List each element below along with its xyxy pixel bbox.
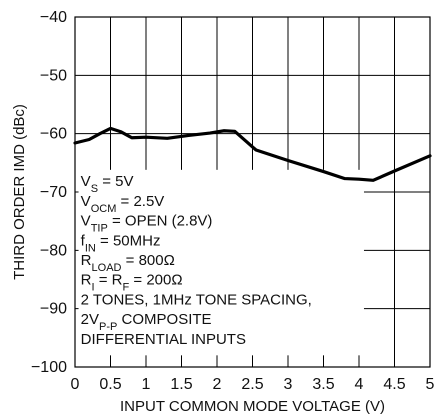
annotation-line-2: VOCM = 2.5V [81, 193, 165, 215]
label-layer: 0 0.5 1 1.5 2 2.5 3 3.5 4 4.5 5 −40 −50 −60 −70 −80 −90 −… [11, 9, 435, 415]
x-tick-label-1: 0.5 [99, 376, 121, 393]
annotation-line-6: RI = RF = 200Ω [81, 272, 183, 294]
annotation-line-4: fIN = 50MHz [81, 232, 161, 254]
x-tick-label-10: 5 [426, 376, 435, 393]
series-line [73, 126, 432, 182]
axis-layer [74, 16, 431, 368]
x-axis-title: INPUT COMMON MODE VOLTAGE (V) [120, 398, 385, 415]
series-layer [73, 126, 432, 182]
y-tick-label-2: −60 [40, 126, 67, 143]
x-tick-label-3: 1.5 [170, 376, 192, 393]
x-tick-label-4: 2 [213, 376, 222, 393]
x-tick-label-8: 4 [355, 376, 364, 393]
y-tick-label-0: −40 [40, 9, 67, 26]
y-tick-label-1: −50 [40, 67, 67, 84]
y-tick-label-4: −80 [40, 242, 67, 259]
annotation-layer: VS = 5V VOCM = 2.5V VTIP = OPEN (2.8V) f… [78, 169, 364, 356]
annotation-line-5: RLOAD = 800Ω [81, 252, 175, 274]
annotation-line-3: VTIP = OPEN (2.8V) [81, 213, 213, 235]
x-tick-label-5: 2.5 [241, 376, 263, 393]
x-tick-label-2: 1 [142, 376, 151, 393]
x-tick-label-9: 4.5 [383, 376, 405, 393]
annotation-line-8: 2VP-P COMPOSITE [81, 311, 212, 333]
x-tick-label-7: 3.5 [312, 376, 334, 393]
y-tick-label-5: −90 [40, 301, 67, 318]
annotation-box [78, 169, 364, 356]
y-axis-title: THIRD ORDER IMD (dBc) [11, 104, 28, 280]
annotation-line-7: 2 TONES, 1MHz TONE SPACING, [81, 291, 312, 308]
plot-frame [74, 16, 431, 368]
annotation-line-1: VS = 5V [81, 173, 134, 195]
x-tick-label-0: 0 [71, 376, 80, 393]
annotation-line-9: DIFFERENTIAL INPUTS [81, 331, 246, 348]
y-tick-label-6: −100 [31, 359, 67, 376]
x-tick-label-6: 3 [284, 376, 293, 393]
y-tick-label-3: −70 [40, 184, 67, 201]
